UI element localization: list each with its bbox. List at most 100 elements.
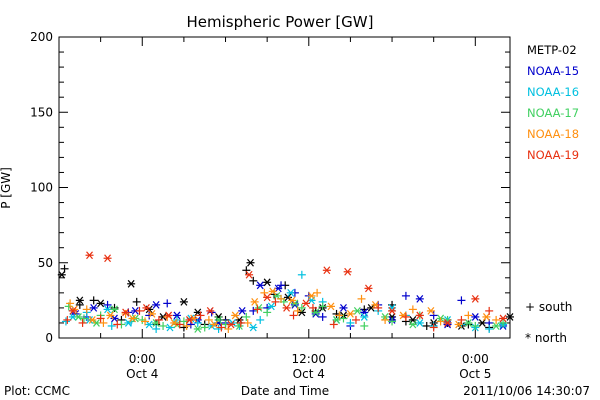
footer-timestamp: 2011/10/06 14:30:07 <box>463 384 590 398</box>
north-point <box>256 281 265 290</box>
south-point <box>485 306 494 315</box>
south-point <box>457 315 466 324</box>
north-point <box>408 320 417 329</box>
north-point <box>235 322 244 330</box>
north-point <box>286 288 295 297</box>
south-point <box>263 308 272 317</box>
south-point <box>82 305 91 314</box>
legend-entry: NOAA-19 <box>527 148 579 162</box>
south-point <box>200 323 209 332</box>
north-point <box>96 299 105 308</box>
south-point <box>145 311 154 320</box>
y-tick-label: 100 <box>30 181 53 195</box>
south-point <box>351 315 360 324</box>
y-tick-label: 150 <box>30 105 53 119</box>
north-point <box>311 308 320 317</box>
south-point <box>422 321 431 330</box>
south-point <box>335 311 344 320</box>
north-point <box>343 267 352 276</box>
north-point <box>443 319 452 327</box>
marker-legend: + south * north <box>525 300 572 345</box>
north-point <box>283 293 292 302</box>
legend: METP-02 NOAA-15 NOAA-16 NOAA-17 NOAA-18 NOAA-… <box>527 43 579 162</box>
north-point <box>152 300 161 309</box>
north-point <box>170 319 179 327</box>
north-point <box>302 299 311 308</box>
south-point <box>429 311 438 320</box>
north-point <box>142 304 151 312</box>
north-point <box>464 319 473 327</box>
north-point <box>110 305 119 314</box>
north-point <box>415 319 424 327</box>
south-point <box>256 315 265 324</box>
north-point <box>103 254 112 263</box>
north-point <box>227 320 236 329</box>
north-point <box>254 304 263 312</box>
north-point <box>145 320 154 329</box>
north-point <box>88 316 97 324</box>
north-point <box>68 307 77 315</box>
south-point <box>297 270 306 279</box>
south-point <box>196 311 205 320</box>
south-point <box>175 320 184 329</box>
y-tick-label: 50 <box>38 256 53 270</box>
north-point <box>172 311 181 320</box>
north-point <box>454 320 463 329</box>
north-point <box>353 307 362 315</box>
north-point <box>263 293 272 302</box>
north-point <box>367 304 376 312</box>
north-point <box>346 310 355 318</box>
south-point <box>107 321 116 330</box>
north-point <box>408 316 417 324</box>
north-point <box>506 313 514 321</box>
north-point <box>415 294 424 303</box>
south-point <box>242 266 251 275</box>
plot-frame <box>58 36 511 339</box>
north-point <box>246 258 255 267</box>
north-point <box>267 302 276 311</box>
x-tick-label-time: 12:00 <box>291 352 326 366</box>
legend-entry: METP-02 <box>527 43 577 57</box>
south-point <box>318 302 327 311</box>
south-point <box>135 306 144 315</box>
south-point <box>464 311 473 320</box>
south-point <box>132 297 141 306</box>
north-point <box>85 251 94 260</box>
south-point <box>152 324 161 333</box>
south-point <box>154 315 163 324</box>
north-point <box>263 278 272 287</box>
north-point <box>388 307 397 315</box>
south-point <box>66 299 75 308</box>
south-point <box>318 312 327 321</box>
north-point <box>326 302 335 311</box>
south-point <box>357 294 366 303</box>
x-tick-label-date: Oct 5 <box>459 367 491 381</box>
north-point <box>499 314 508 323</box>
north-point <box>185 316 194 324</box>
north-point <box>482 313 491 321</box>
data-points <box>57 251 514 333</box>
north-point <box>210 320 219 329</box>
south-point <box>401 312 410 321</box>
south-point <box>63 315 72 324</box>
north-point <box>311 310 320 318</box>
marker-legend-entry: * north <box>525 331 567 345</box>
south-point <box>75 300 84 309</box>
north-point <box>250 297 259 306</box>
south-point <box>141 317 150 326</box>
south-point <box>429 323 438 332</box>
north-point <box>74 313 83 321</box>
south-point <box>159 321 168 330</box>
x-tick-label-time: 0:00 <box>129 352 156 366</box>
south-point <box>329 320 338 329</box>
north-point <box>106 311 115 320</box>
north-point <box>103 305 112 314</box>
north-point <box>179 297 188 306</box>
south-point <box>293 306 302 315</box>
south-point <box>339 314 348 323</box>
south-point <box>381 315 390 324</box>
north-point <box>471 313 480 321</box>
north-point <box>426 307 435 315</box>
